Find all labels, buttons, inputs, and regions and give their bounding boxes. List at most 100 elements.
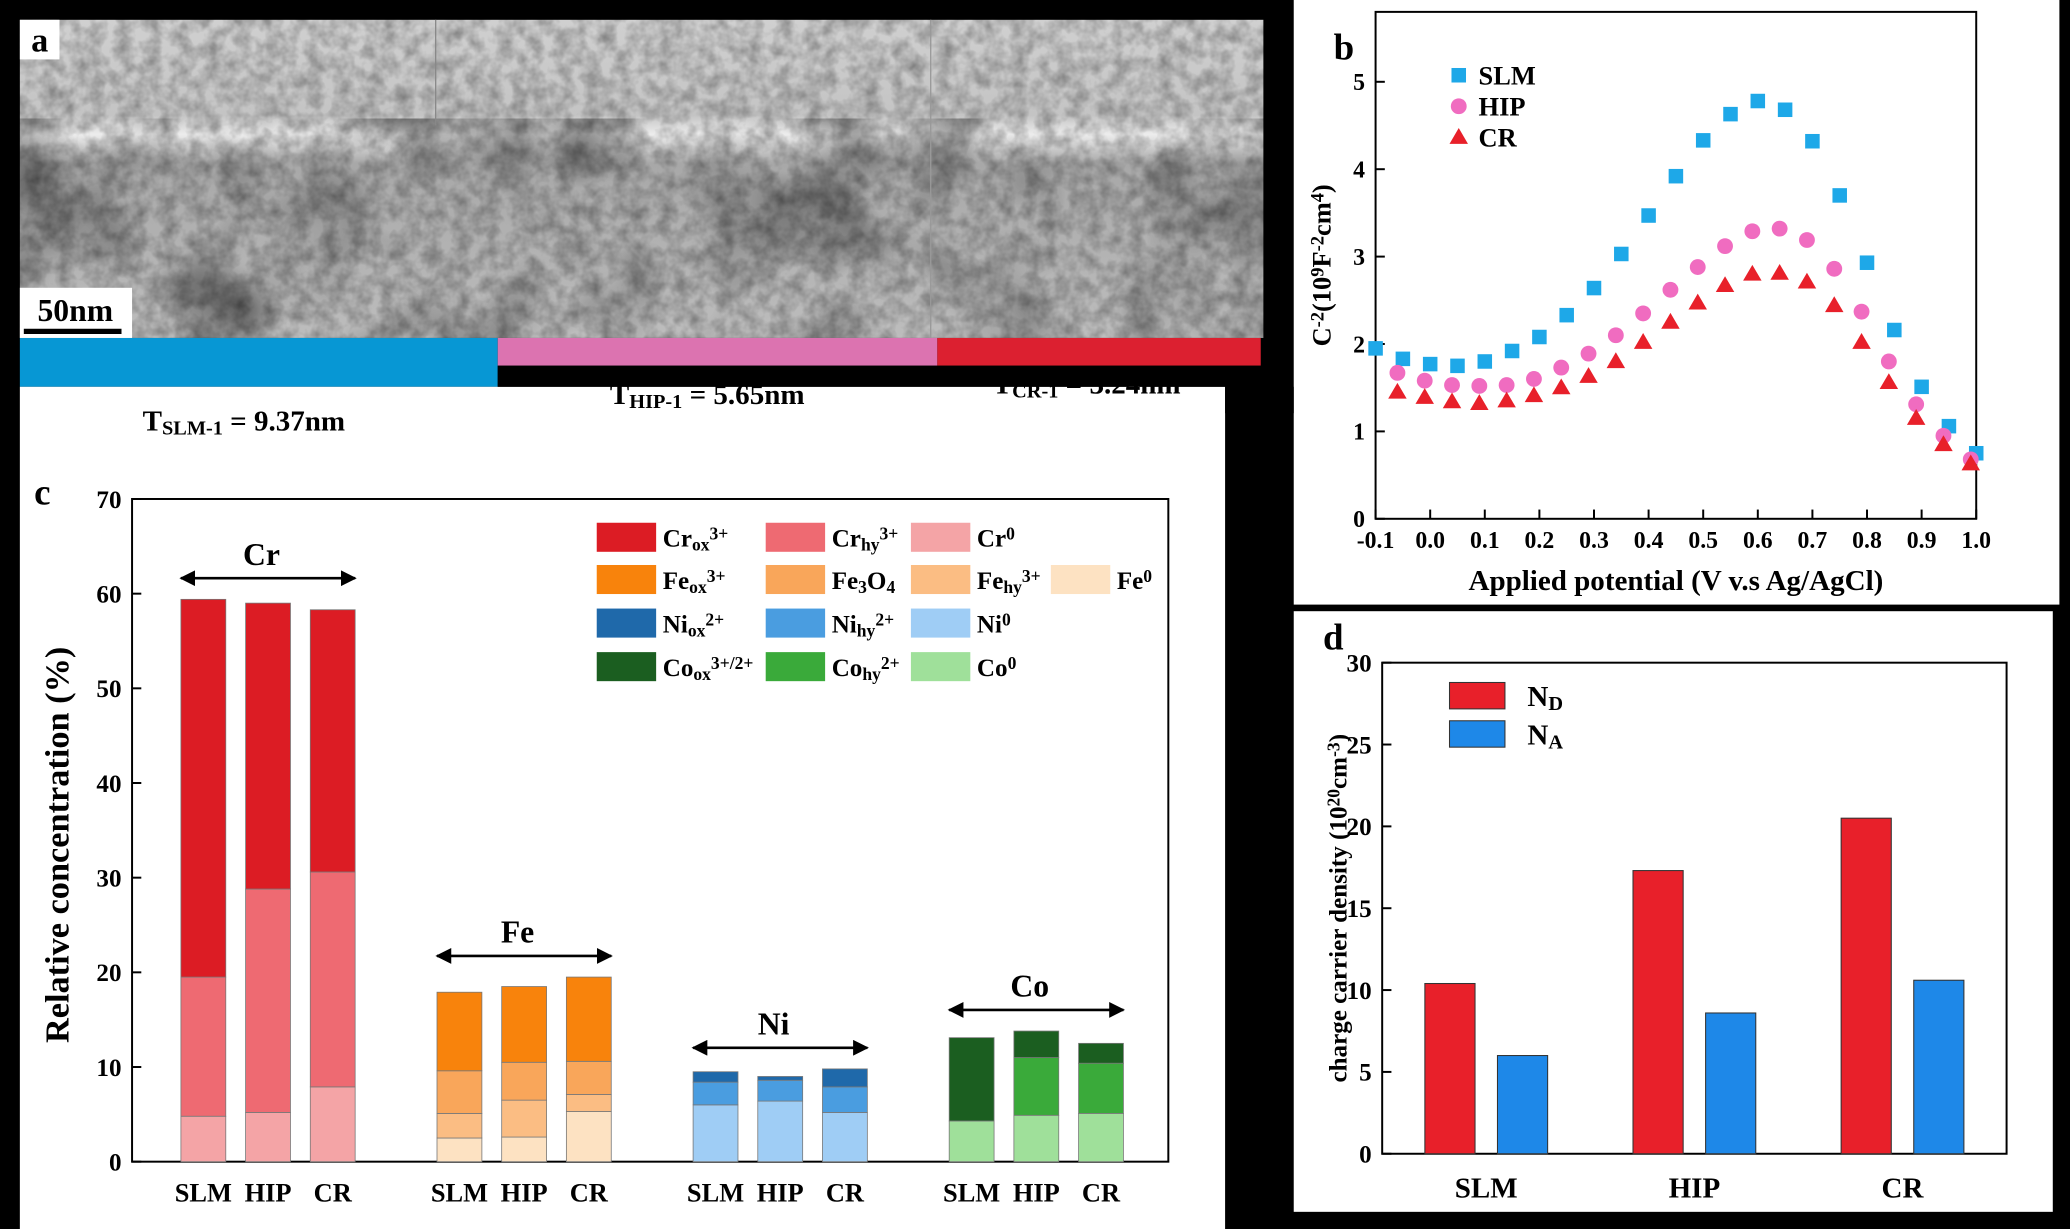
bar	[1632, 870, 1684, 1155]
x-tick-label: SLM	[1455, 1172, 1518, 1204]
point	[1825, 296, 1844, 313]
point	[1723, 106, 1738, 122]
legend-label: Fehy3+	[977, 566, 1041, 597]
legend-label-part: Ni	[663, 611, 688, 638]
mask	[497, 365, 1264, 387]
x-tick-label: 0.9	[1907, 528, 1937, 554]
point	[1689, 259, 1706, 276]
point	[1368, 341, 1383, 356]
point	[1770, 263, 1789, 280]
y-axis-title-part: C	[1307, 327, 1337, 346]
legend-label-part: Ni	[832, 611, 857, 638]
bar-segment	[501, 1061, 547, 1101]
legend-label-part: 2+	[705, 609, 724, 629]
bar-segment	[501, 986, 547, 1063]
y-axis-title-part: Relative concentration (%)	[39, 647, 77, 1043]
point	[1614, 246, 1629, 262]
point	[1524, 386, 1544, 403]
point	[1799, 232, 1815, 248]
legend-label-part: N	[1527, 720, 1548, 752]
plot-frame	[131, 498, 1170, 1163]
bar	[1840, 817, 1892, 1155]
point	[1908, 396, 1925, 413]
y-axis-title-part: -2	[1308, 236, 1328, 251]
y-tick-label: 0	[109, 1149, 122, 1176]
point	[1826, 260, 1843, 277]
legend-label: Ni0	[977, 609, 1011, 638]
point	[1961, 454, 1981, 471]
y-tick-label: 60	[96, 581, 121, 608]
legend-label-part: 0	[1006, 524, 1015, 544]
point	[1389, 364, 1406, 381]
legend-label-part: SLM	[1479, 60, 1536, 90]
legend-label: ND	[1527, 681, 1563, 715]
panel-label: b	[1334, 26, 1355, 67]
group-label: Fe	[501, 915, 534, 950]
bar-segment	[565, 1111, 612, 1163]
legend-swatch	[910, 564, 971, 595]
bar	[1496, 1055, 1549, 1155]
point	[1879, 373, 1899, 390]
bar-segment	[948, 1120, 995, 1163]
bar-segment	[436, 991, 483, 1072]
y-axis-title: Relative concentration (%)	[39, 647, 77, 1043]
point	[1451, 67, 1467, 83]
x-tick-label: HIP	[1013, 1177, 1060, 1207]
y-tick-label: 30	[96, 865, 121, 892]
point	[1771, 220, 1788, 237]
layer-bar	[497, 337, 938, 366]
mask	[1225, 386, 1294, 414]
legend-label-part: Ni	[977, 611, 1002, 638]
point	[1633, 333, 1653, 349]
legend-label-part: hy	[862, 664, 881, 684]
thickness-label-part: SLM-1	[162, 418, 223, 440]
legend-label-part: 3+	[880, 524, 899, 544]
point	[1422, 356, 1438, 372]
bar-segment	[565, 1060, 612, 1095]
x-tick-label: SLM	[687, 1177, 744, 1207]
legend-label-part: Fe	[1117, 568, 1143, 595]
x-tick-label: CR	[1082, 1177, 1121, 1207]
point	[1607, 327, 1624, 344]
thickness-label-part: HIP-1	[629, 391, 682, 413]
legend-label-part: Cr	[663, 526, 692, 553]
y-axis-title-part: charge carrier density (10	[1326, 806, 1353, 1082]
group-label: Ni	[758, 1007, 790, 1042]
legend-label-part: ox	[693, 664, 711, 684]
y-axis-title-part: cm	[1307, 202, 1337, 236]
legend-label: NA	[1527, 720, 1563, 754]
x-tick-label: 0.8	[1852, 528, 1882, 554]
legend-label: CR	[1479, 123, 1518, 153]
point	[1415, 388, 1434, 404]
bar-segment	[1078, 1112, 1124, 1163]
y-axis-title-part: 4	[1308, 193, 1328, 202]
x-tick-label: SLM	[431, 1177, 488, 1207]
legend-label-part: 0	[1002, 609, 1011, 629]
x-tick-label: HIP	[245, 1177, 292, 1207]
point	[1504, 343, 1520, 359]
x-tick-label: 1.0	[1961, 528, 1991, 554]
legend-label: Niox2+	[663, 609, 724, 640]
bar	[1913, 979, 1965, 1155]
x-tick-label: -0.1	[1357, 528, 1395, 554]
y-tick-label: 3	[1353, 245, 1365, 271]
legend-label-part: Cr	[832, 526, 861, 553]
x-tick-label: 0.1	[1470, 528, 1500, 554]
legend-label-part: hy	[1003, 577, 1022, 597]
panel-label: c	[34, 471, 50, 512]
legend-label-part: hy	[861, 534, 880, 554]
legend-swatch	[1448, 681, 1506, 710]
legend-swatch	[1448, 720, 1506, 748]
point	[1805, 133, 1820, 149]
plot-frame	[1374, 10, 1978, 520]
point	[1442, 392, 1462, 409]
legend-label-part: HIP	[1479, 92, 1526, 122]
bar-segment	[309, 871, 356, 1088]
point	[1695, 133, 1711, 148]
legend-label-part: Co	[832, 655, 863, 682]
point	[1553, 359, 1570, 376]
x-tick-label: 0.7	[1798, 528, 1828, 554]
group-label: Cr	[243, 537, 280, 572]
legend-label: Coox3+/2+	[663, 653, 754, 684]
legend-swatch	[596, 652, 657, 682]
